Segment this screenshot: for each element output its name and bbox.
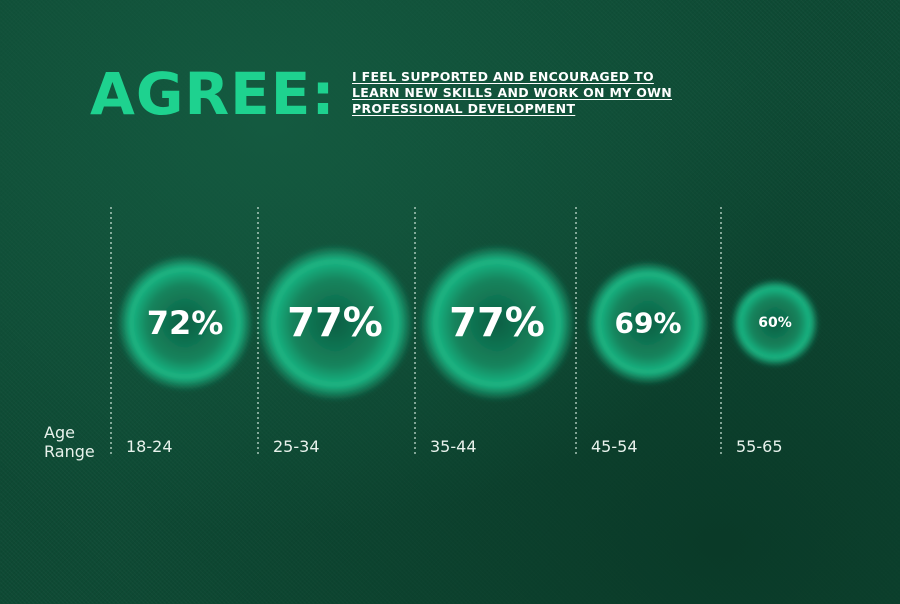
subtitle-line-3: PROFESSIONAL DEVELOPMENT (352, 101, 576, 116)
value-label-18-24: 72% (147, 304, 224, 342)
bubble-25-34 (257, 245, 413, 401)
category-label-25-34: 25-34 (273, 437, 320, 456)
value-label-25-34: 77% (287, 300, 383, 346)
subtitle-line-2: LEARN NEW SKILLS AND WORK ON MY OWN (352, 85, 672, 100)
value-labels: 72% 77% 77% 69% 60% (147, 300, 792, 346)
x-axis-label-line-2: Range (44, 442, 95, 461)
chart-subtitle: I FEEL SUPPORTED AND ENCOURAGED TO LEARN… (352, 69, 682, 117)
category-label-35-44: 35-44 (430, 437, 477, 456)
x-axis-label-line-1: Age (44, 423, 75, 442)
category-label-18-24: 18-24 (126, 437, 173, 456)
column-separators (110, 207, 722, 455)
bubble-35-44 (419, 245, 575, 401)
bubbles (117, 245, 819, 401)
category-label-55-65: 55-65 (736, 437, 783, 456)
bubble-55-65 (731, 279, 819, 367)
category-label-45-54: 45-54 (591, 437, 638, 456)
bubble-45-54 (586, 261, 710, 385)
value-label-55-65: 60% (758, 315, 792, 331)
value-label-35-44: 77% (449, 300, 545, 346)
category-labels: 18-24 25-34 35-44 45-54 55-65 (126, 437, 783, 456)
subtitle-line-1: I FEEL SUPPORTED AND ENCOURAGED TO (352, 69, 654, 84)
x-axis-label: Age Range (44, 423, 95, 461)
value-label-45-54: 69% (614, 307, 681, 340)
bubble-18-24 (117, 255, 253, 391)
page-title: AGREE: (90, 60, 336, 128)
